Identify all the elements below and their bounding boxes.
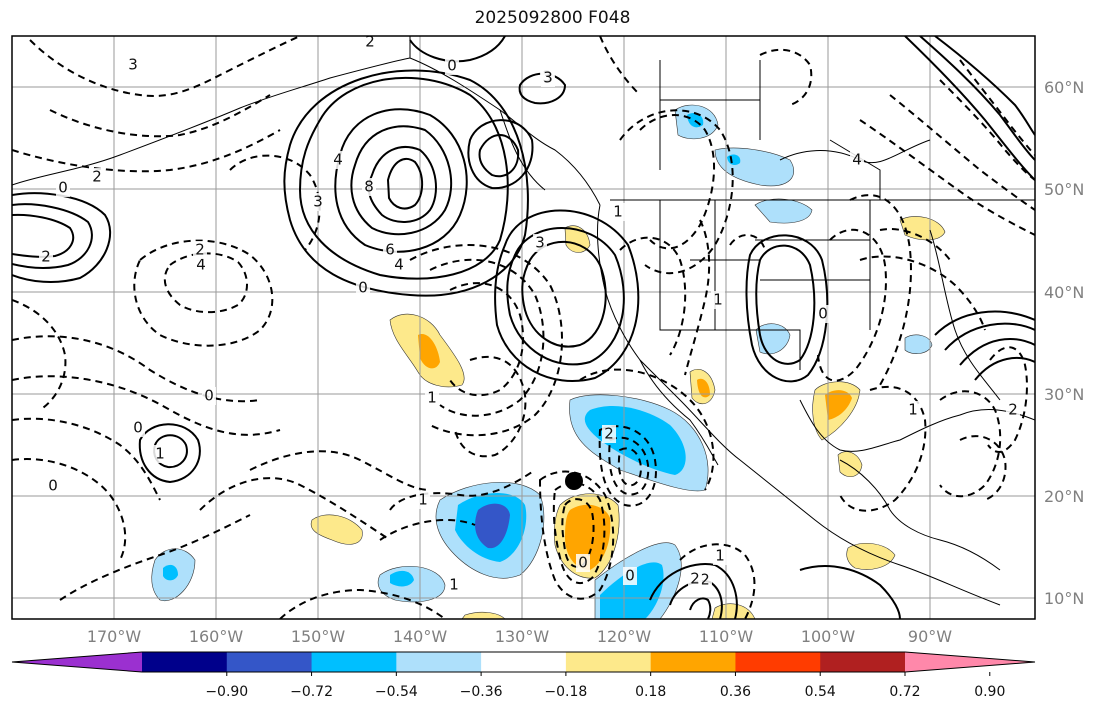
longitude-label: 120°W — [597, 627, 652, 646]
positive-contours — [12, 36, 1035, 619]
contour-label: 0 — [48, 477, 58, 495]
colorbar-segment — [820, 652, 906, 672]
colorbar: −0.90 −0.72 −0.54 −0.36 −0.18 0.18 0.36 0.54 0.7… — [11, 651, 1036, 700]
colorbar-segment — [396, 652, 482, 672]
colorbar-segment — [481, 652, 567, 672]
contour-label: 1 — [418, 491, 428, 509]
shade-pos-orange — [565, 504, 611, 570]
colorbar-tick-label: 0.72 — [889, 684, 920, 700]
lat-lon-grid — [12, 36, 1035, 619]
longitude-label: 90°W — [908, 627, 952, 646]
colorbar-extend-low — [12, 652, 142, 672]
contour-label: 3 — [535, 234, 545, 252]
shade-neg-cyan — [390, 570, 414, 587]
contour-label: 0 — [58, 179, 68, 197]
contour-label: 2 — [700, 571, 710, 589]
shade-neg-light — [904, 334, 933, 354]
longitude-label: 170°W — [87, 627, 142, 646]
colorbar-segment — [226, 652, 313, 672]
contour-label: 6 — [385, 241, 395, 259]
contour-label: 4 — [852, 151, 862, 169]
map-title: 2025092800 F048 — [474, 8, 631, 28]
contour-label: 0 — [578, 554, 588, 572]
colorbar-segment — [311, 652, 397, 672]
contour-label: 2 — [41, 248, 51, 266]
latitude-labels: 60°N 50°N 40°N 30°N 20°N 10°N — [1044, 78, 1084, 608]
contour-label: 0 — [204, 387, 214, 405]
colorbar-tick-label: −0.72 — [290, 684, 333, 700]
longitude-labels: 170°W 160°W 150°W 140°W 130°W 120°W 110°W 100°W… — [87, 627, 952, 646]
shade-neg-cyan — [163, 564, 178, 581]
contour-label: 1 — [908, 401, 918, 419]
longitude-label: 160°W — [189, 627, 244, 646]
shade-pos-orange — [418, 334, 440, 369]
contour-label: 4 — [394, 256, 404, 274]
colorbar-outline — [11, 651, 1036, 673]
map-frame — [11, 35, 1036, 620]
colorbar-segment — [565, 652, 652, 672]
latitude-label: 40°N — [1044, 283, 1084, 302]
shade-pos-yellow — [310, 514, 363, 545]
contour-label: 0 — [358, 279, 368, 297]
shade-neg-blue — [475, 503, 510, 549]
shade-pos-yellow — [899, 216, 946, 241]
contour-label: 2 — [1008, 401, 1018, 419]
colorbar-tick-label: 0.18 — [635, 684, 666, 700]
location-marker — [565, 472, 583, 490]
contour-label: 4 — [196, 256, 206, 274]
shade-pos-orange — [825, 390, 852, 420]
contour-label: 1 — [155, 445, 165, 463]
colorbar-segment — [735, 652, 821, 672]
latitude-label: 30°N — [1044, 385, 1084, 404]
shade-pos-yellow — [461, 611, 506, 619]
contour-label: 0 — [625, 567, 635, 585]
contour-label: 1 — [613, 203, 623, 221]
colorbar-tick-label: 0.90 — [974, 684, 1005, 700]
contour-label: 3 — [313, 193, 323, 211]
colorbar-extend-high — [905, 652, 1035, 672]
contour-label: 2 — [92, 168, 102, 186]
contour-label: 2 — [365, 33, 375, 51]
contour-label: 2 — [195, 241, 205, 259]
colorbar-tick-label: 0.54 — [805, 684, 836, 700]
shade-neg-cyan — [600, 562, 664, 619]
contour-labels: 203468304204320101120121020312103412 — [39, 33, 1020, 594]
longitude-label: 150°W — [291, 627, 346, 646]
shade-pos-orange — [697, 378, 710, 398]
contour-label: 1 — [449, 576, 459, 594]
contour-label: 8 — [364, 178, 374, 196]
contour-label: 1 — [713, 291, 723, 309]
shaded-regions — [151, 104, 946, 619]
colorbar-tick-label: −0.54 — [375, 684, 418, 700]
contour-label: 0 — [447, 57, 457, 75]
contour-label: 1 — [715, 547, 725, 565]
shade-neg-cyan — [584, 405, 686, 475]
longitude-label: 110°W — [699, 627, 754, 646]
latitude-label: 50°N — [1044, 180, 1084, 199]
contour-label: 1 — [427, 389, 437, 407]
contour-label: 3 — [128, 56, 138, 74]
shade-pos-yellow — [846, 542, 896, 570]
contour-label: 4 — [333, 151, 343, 169]
latitude-label: 10°N — [1044, 589, 1084, 608]
colorbar-segment — [142, 652, 228, 672]
negative-contours — [12, 36, 1035, 619]
contour-label: 0 — [133, 419, 143, 437]
longitude-label: 130°W — [495, 627, 550, 646]
colorbar-tick-label: 0.36 — [720, 684, 751, 700]
contour-label: 3 — [543, 69, 553, 87]
colorbar-segment — [650, 652, 736, 672]
latitude-label: 20°N — [1044, 487, 1084, 506]
colorbar-tick-label: −0.18 — [544, 684, 587, 700]
contour-label: 2 — [690, 570, 700, 588]
latitude-label: 60°N — [1044, 78, 1084, 97]
contour-label: 2 — [604, 425, 614, 443]
colorbar-tick-label: −0.90 — [205, 684, 248, 700]
map-content: 203468304204320101120121020312103412 — [12, 33, 1035, 619]
longitude-label: 140°W — [393, 627, 448, 646]
colorbar-tick-label: −0.36 — [460, 684, 503, 700]
contour-label: 0 — [818, 305, 828, 323]
longitude-label: 100°W — [801, 627, 856, 646]
